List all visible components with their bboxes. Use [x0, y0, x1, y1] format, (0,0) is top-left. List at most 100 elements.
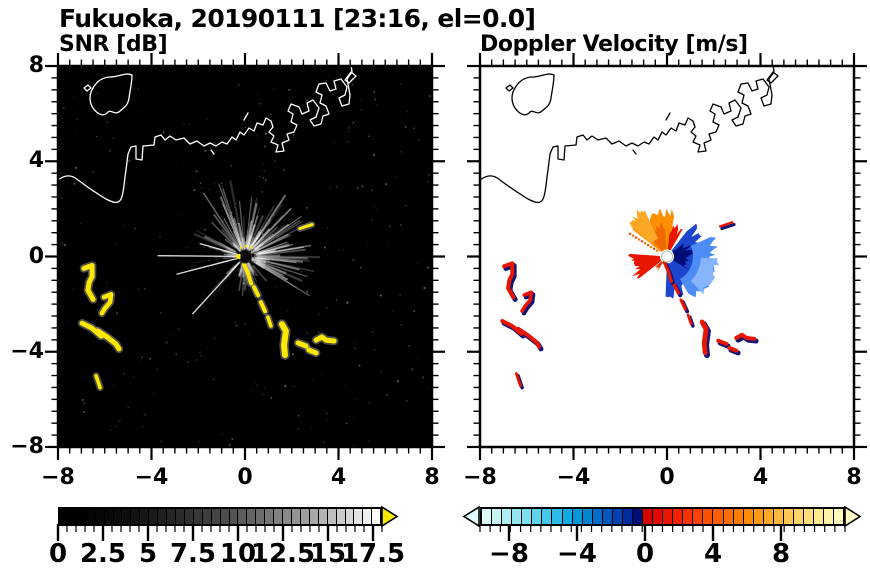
snr-colorbar-cell: [274, 509, 284, 524]
velocity-colorbar-cell: [562, 509, 573, 524]
snr-colorbar-cell: [104, 509, 114, 524]
velocity-colorbar-cell: [814, 509, 825, 524]
snr-colorbar-cell: [354, 509, 364, 524]
bright-ray: [176, 257, 238, 275]
snr-colorbar-label: 0: [48, 539, 68, 569]
snr-colorbar-cell: [95, 509, 105, 524]
snr-colorbar-cell: [77, 509, 87, 524]
snr-xtick-label: −4: [134, 465, 169, 490]
snr-colorbar-cell: [68, 509, 78, 524]
velocity-colorbar-cell: [622, 509, 633, 524]
velocity-colorbar-cell: [804, 509, 815, 524]
velocity-colorbar-cell: [492, 509, 503, 524]
axis-ticks: [467, 53, 867, 460]
velocity-colorbar-label: 0: [635, 539, 655, 569]
velocity-colorbar-label: 4: [703, 539, 723, 569]
velocity-colorbar-cell: [683, 509, 694, 524]
coastline: [480, 66, 779, 204]
bright-ray: [192, 261, 241, 315]
bright-ray: [157, 255, 238, 258]
radar-center-disk: [661, 250, 673, 263]
snr-colorbar-label: 2.5: [79, 539, 127, 569]
velocity-xtick-label: 4: [752, 465, 769, 490]
snr-colorbar-cell: [175, 509, 185, 524]
snr-ytick-label: −4: [10, 338, 44, 364]
snr-colorbar-cell: [184, 509, 194, 524]
velocity-echoes: [500, 221, 759, 390]
snr-colorbar-cell: [202, 509, 212, 524]
velocity-colorbar-label: −4: [557, 539, 597, 569]
snr-colorbar-cell: [211, 509, 221, 524]
velocity-colorbar-cell: [783, 509, 794, 524]
snr-panel-title: SNR [dB]: [59, 32, 168, 57]
snr-colorbar-cell: [193, 509, 203, 524]
velocity-colorbar-cell: [522, 509, 533, 524]
bright-ray: [199, 242, 238, 255]
velocity-colorbar-cell: [512, 509, 523, 524]
snr-colorbar-cell: [220, 509, 230, 524]
velocity-xtick-label: −8: [463, 465, 497, 490]
velocity-xtick-label: 8: [846, 465, 862, 490]
snr-ytick-label: −8: [10, 433, 44, 459]
snr-colorbar-cell: [131, 509, 141, 524]
snr-ytick-label: 4: [28, 148, 44, 174]
snr-colorbar-cell: [122, 509, 132, 524]
snr-colorbar-label: 12.5: [250, 539, 316, 569]
velocity-colorbar-cell: [723, 509, 734, 524]
snr-colorbar-label: 7.5: [169, 539, 217, 569]
snr-colorbar-cell: [283, 509, 292, 524]
velocity-panel-title: Doppler Velocity [m/s]: [480, 32, 748, 57]
velocity-colorbar-cell: [753, 509, 764, 524]
snr-colorbar-cell: [60, 509, 69, 524]
velocity-colorbar-cell: [673, 509, 684, 524]
velocity-colorbar-cell: [572, 509, 583, 524]
snr-colorbar-cell: [140, 509, 150, 524]
snr-colorbar-cell: [363, 509, 373, 524]
snr-colorbar-cell: [247, 509, 257, 524]
snr-xtick-label: 4: [330, 465, 347, 490]
velocity-colorbar-cell: [612, 509, 623, 524]
velocity-colorbar-arrow: [462, 505, 480, 528]
snr-xtick-label: 0: [237, 465, 253, 490]
velocity-colorbar-ticks: [479, 524, 846, 541]
noise-speckles: [60, 66, 432, 447]
snr-colorbar-cell: [149, 509, 159, 524]
velocity-colorbar-cell: [632, 509, 643, 524]
velocity-colorbar-cell: [663, 509, 674, 524]
velocity-colorbar-cell: [733, 509, 744, 524]
velocity-colorbar-cell: [773, 509, 784, 524]
snr-colorbar-cell: [256, 509, 266, 524]
snr-colorbar-cell: [158, 509, 168, 524]
velocity-colorbar-cell: [653, 509, 664, 524]
velocity-colorbar-cell: [763, 509, 774, 524]
velocity-colorbar-cell: [542, 509, 553, 524]
snr-colorbar-cell: [167, 509, 176, 524]
velocity-colorbar-arrow: [844, 505, 862, 528]
velocity-colorbar-cell: [592, 509, 603, 524]
velocity-xtick-label: 0: [659, 465, 675, 490]
snr-panel-plot: [45, 53, 445, 460]
velocity-colorbar-cell: [834, 509, 844, 524]
snr-colorbar-cell: [345, 509, 355, 524]
velocity-colorbar-cell: [703, 509, 714, 524]
velocity-colorbar-label: 8: [771, 539, 791, 569]
velocity-colorbar-cell: [602, 509, 613, 524]
velocity-colorbar-cell: [743, 509, 754, 524]
snr-xtick-label: 8: [424, 465, 440, 490]
axis-ticks: [45, 53, 445, 460]
snr-xtick-label: −8: [41, 465, 75, 490]
snr-ytick-label: 8: [28, 53, 44, 79]
velocity-colorbar-cell: [502, 509, 513, 524]
snr-colorbar-cell: [327, 509, 337, 524]
snr-colorbar-cell: [372, 509, 381, 524]
snr-colorbar-cell: [229, 509, 239, 524]
shadow-wedge: [182, 256, 245, 348]
velocity-colorbar-cell: [693, 509, 704, 524]
snr-colorbar-cell: [265, 509, 275, 524]
shadow-wedge: [145, 256, 245, 278]
snr-ytick-label: 0: [28, 243, 44, 269]
snr-colorbar-label: 15: [309, 539, 347, 569]
snr-colorbar-cell: [336, 509, 346, 524]
velocity-xtick-label: −4: [556, 465, 591, 490]
